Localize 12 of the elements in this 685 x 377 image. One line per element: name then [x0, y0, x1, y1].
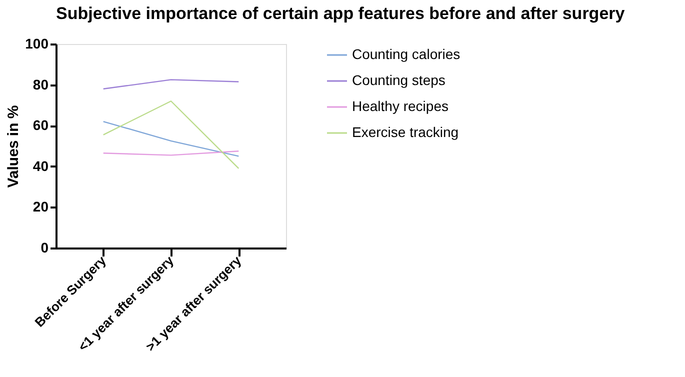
y-tick-label: 20 [32, 198, 49, 215]
y-tick-label: 60 [32, 117, 49, 134]
y-tick-label: 40 [32, 158, 49, 174]
legend-label: Healthy recipes [352, 98, 448, 114]
legend-label: Counting calories [352, 46, 460, 62]
y-tick-label: 100 [25, 36, 49, 52]
text: Subjective importance of certain app features before and after surgery [56, 4, 626, 23]
legend-label: Counting steps [352, 72, 446, 88]
legend-label: Exercise tracking [352, 124, 459, 140]
y-axis-title: Values in % [5, 105, 22, 188]
y-tick-label: 0 [40, 240, 49, 256]
y-tick-label: 80 [32, 76, 49, 92]
